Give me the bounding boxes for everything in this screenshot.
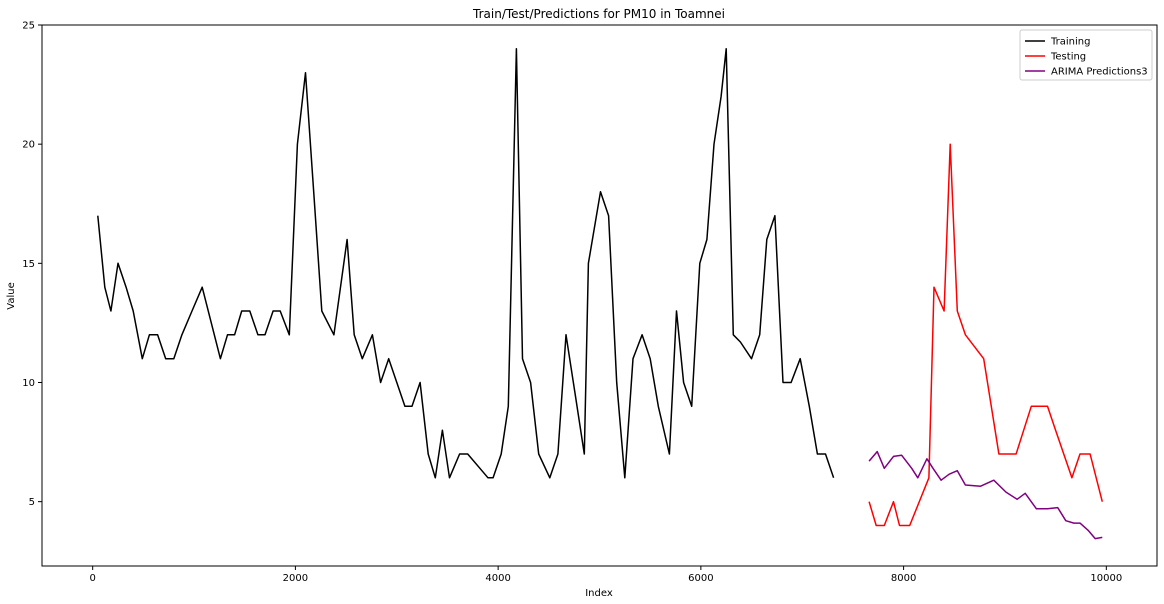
x-axis-label: Index — [585, 588, 613, 599]
y-tick-label: 20 — [22, 140, 35, 151]
legend: Training Testing ARIMA Predictions3 — [1019, 29, 1153, 81]
x-tick-label: 6000 — [688, 573, 713, 584]
x-tick-label: 0 — [89, 573, 95, 584]
legend-label: Training — [1050, 37, 1090, 48]
y-tick-label: 25 — [22, 21, 35, 32]
x-tick-label: 4000 — [485, 573, 510, 584]
y-tick-label: 15 — [22, 259, 35, 270]
y-axis-label: Value — [6, 282, 17, 309]
series-line-arima-predictions3 — [868, 450, 1103, 540]
series-line-training — [97, 48, 835, 479]
series-line-testing — [868, 143, 1104, 527]
x-tick-label: 8000 — [891, 573, 916, 584]
y-tick-label: 5 — [29, 497, 35, 508]
chart-title: Train/Test/Predictions for PM10 in Toamn… — [472, 7, 725, 21]
legend-label: ARIMA Predictions3 — [1051, 67, 1148, 78]
legend-label: Testing — [1050, 52, 1086, 63]
x-tick-label: 10000 — [1090, 573, 1122, 584]
legend-box — [1019, 29, 1153, 81]
plot-frame — [41, 24, 1158, 567]
x-tick-label: 2000 — [283, 573, 308, 584]
y-tick-label: 10 — [22, 378, 35, 389]
